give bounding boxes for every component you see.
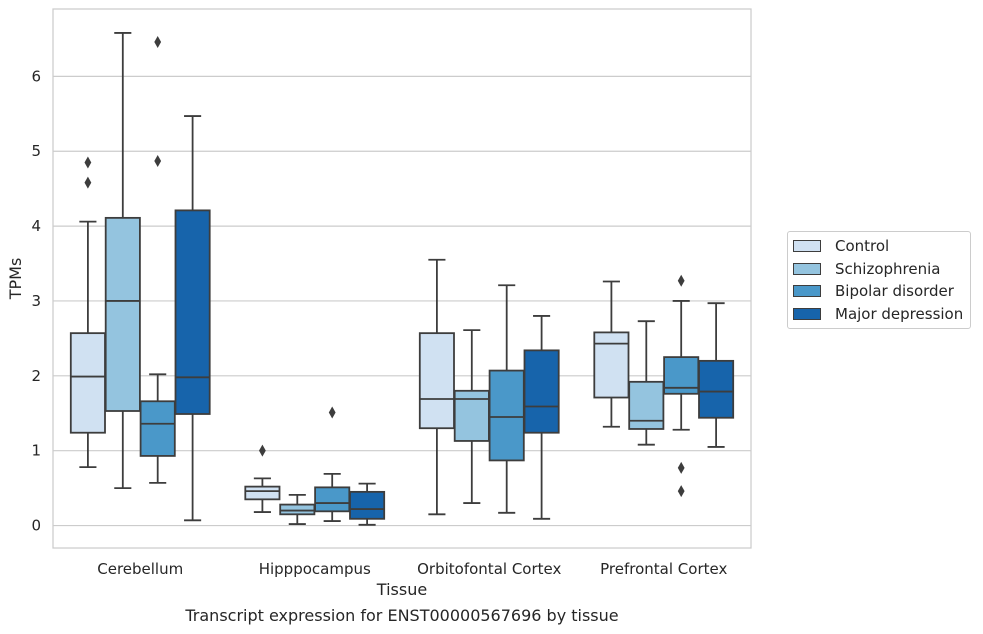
box-groups xyxy=(69,32,735,526)
box-body xyxy=(698,359,735,419)
box-body xyxy=(593,331,630,399)
legend: Control Schizophrenia Bipolar disorder Majo… xyxy=(787,231,971,329)
x-tick-label: Hipppocampus xyxy=(259,560,371,578)
x-tick-label: Prefrontal Cortex xyxy=(600,560,727,578)
x-tick-label: Orbitofontal Cortex xyxy=(417,560,561,578)
y-tick-label: 4 xyxy=(31,217,41,235)
outlier-point xyxy=(259,444,266,457)
outlier-point xyxy=(154,154,162,167)
box-body xyxy=(279,503,316,516)
legend-swatch xyxy=(793,240,821,253)
y-tick-label: 3 xyxy=(31,292,41,310)
legend-item: Control xyxy=(788,235,970,258)
y-tick-label: 5 xyxy=(31,142,41,160)
x-tick-label: Cerebellum xyxy=(97,560,183,578)
box-body xyxy=(69,332,106,434)
box-body xyxy=(349,490,386,520)
box-body xyxy=(104,216,141,412)
legend-swatch xyxy=(793,285,821,298)
box-body xyxy=(314,486,351,513)
outlier-point xyxy=(677,461,685,474)
box xyxy=(174,115,211,522)
legend-label: Bipolar disorder xyxy=(835,282,954,301)
y-tick-label: 0 xyxy=(31,517,41,535)
legend-swatch xyxy=(793,307,821,320)
box-body xyxy=(139,400,176,457)
y-tick-label: 2 xyxy=(31,367,41,385)
box xyxy=(279,493,316,525)
x-axis-tick-labels: Cerebellum Hipppocampus Orbitofontal Corte… xyxy=(97,560,727,578)
figure-caption: Transcript expression for ENST0000056769… xyxy=(185,606,619,625)
plot-area xyxy=(52,8,752,549)
legend-item: Major depression xyxy=(788,303,970,326)
box xyxy=(314,406,351,522)
box xyxy=(663,274,700,498)
box-body xyxy=(628,380,665,430)
box xyxy=(139,35,176,484)
box xyxy=(69,156,106,469)
box xyxy=(698,302,735,448)
x-axis-title: Tissue xyxy=(376,580,427,599)
box xyxy=(488,284,525,514)
outlier-point xyxy=(84,156,92,169)
legend-label: Schizophrenia xyxy=(835,259,941,278)
y-tick-label: 6 xyxy=(31,67,41,85)
legend-label: Major depression xyxy=(835,304,964,323)
outlier-point xyxy=(84,176,92,189)
y-axis-title: TPMs xyxy=(6,258,25,301)
outlier-point xyxy=(154,35,162,48)
outlier-point xyxy=(677,485,685,498)
box xyxy=(104,32,141,490)
box xyxy=(593,280,630,428)
box xyxy=(453,329,490,504)
legend-label: Control xyxy=(835,237,890,256)
box xyxy=(349,482,386,526)
legend-swatch xyxy=(793,262,821,275)
y-axis-tick-labels: 0 1 2 3 4 5 6 xyxy=(31,67,41,534)
box-body xyxy=(418,332,455,430)
legend-item: Schizophrenia xyxy=(788,258,970,281)
box-body xyxy=(523,349,560,434)
outlier-point xyxy=(328,406,336,419)
box-body xyxy=(174,209,211,415)
outlier-point xyxy=(677,274,685,287)
box xyxy=(418,258,455,516)
box-body xyxy=(488,369,525,462)
legend-item: Bipolar disorder xyxy=(788,280,970,303)
box xyxy=(628,320,665,446)
box-body xyxy=(244,485,281,501)
box xyxy=(523,315,560,520)
y-tick-label: 1 xyxy=(31,442,41,460)
box xyxy=(244,444,281,513)
